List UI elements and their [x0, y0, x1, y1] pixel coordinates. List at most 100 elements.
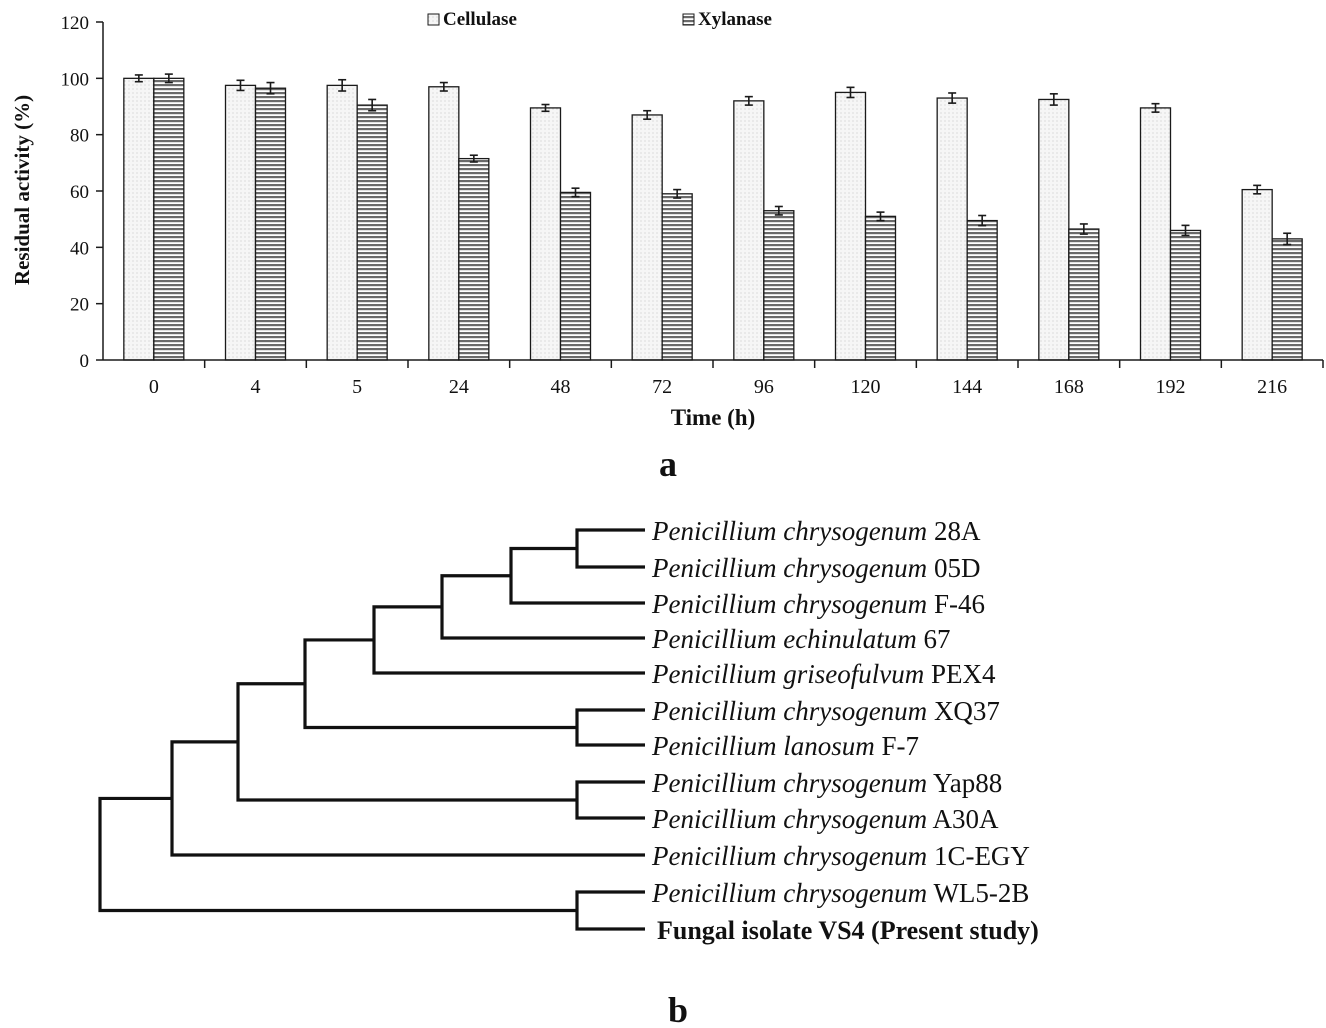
tree-branch: [303, 638, 577, 730]
x-tick-label: 120: [851, 376, 881, 398]
legend: Cellulase Xylanase: [427, 9, 772, 30]
bar-cellulase-72: [631, 114, 663, 361]
taxon-label: Penicillium chrysogenum A30A: [651, 804, 999, 834]
taxon-label: Fungal isolate VS4 (Present study): [657, 916, 1039, 945]
tree-branch: [575, 528, 645, 569]
x-tick-label: 96: [754, 376, 774, 398]
panel-label-b: b: [668, 990, 688, 1028]
legend-swatch-cellulase: [427, 13, 440, 26]
x-tick-label: 144: [952, 376, 982, 398]
phylogenetic-tree: Penicillium chrysogenum 28A Penicillium c…: [98, 516, 1039, 1028]
bar-xylanase-120: [864, 215, 897, 361]
error-bar-xylanase-4: [266, 81, 275, 95]
taxon-label: Penicillium echinulatum 67: [651, 624, 950, 654]
bar-xylanase-4: [254, 87, 287, 361]
bar-cellulase-5: [326, 84, 358, 361]
bar-xylanase-144: [966, 219, 998, 361]
error-bar-cellulase-4: [236, 79, 245, 92]
bar-cellulase-24: [428, 86, 460, 361]
tree-branch: [236, 682, 577, 802]
x-axis-ticks: 0 4 5 24 48 72 96 120 144 168 192 216: [149, 360, 1324, 398]
y-tick-label: 0: [80, 351, 90, 372]
y-tick-label: 40: [70, 238, 89, 259]
bar-xylanase-192: [1169, 229, 1202, 361]
error-bar-cellulase-5: [338, 78, 347, 92]
bar-xylanase-168: [1068, 228, 1100, 361]
y-tick-label: 60: [70, 182, 89, 203]
tree-branch: [575, 780, 645, 820]
legend-swatch-xylanase: [682, 13, 695, 26]
x-tick-label: 72: [652, 376, 672, 398]
error-bar-cellulase-48: [541, 103, 550, 113]
bar-cellulase-120: [834, 91, 867, 361]
error-bar-cellulase-168: [1049, 93, 1058, 106]
taxon-label: Penicillium chrysogenum F-46: [651, 589, 985, 619]
bar-cellulase-4: [224, 84, 257, 361]
error-bar-xylanase-192: [1181, 224, 1190, 237]
bar-xylanase-216: [1271, 238, 1303, 361]
x-tick-label: 24: [449, 376, 469, 398]
tree-branch: [372, 605, 645, 675]
bar-cellulase-0: [123, 77, 155, 361]
tree-branch: [575, 708, 645, 747]
taxon-label: Penicillium chrysogenum 1C-EGY: [651, 841, 1030, 871]
error-bar-xylanase-120: [876, 211, 885, 222]
y-tick-label: 100: [61, 69, 90, 90]
y-tick-label: 120: [61, 13, 90, 34]
error-bar-xylanase-168: [1079, 223, 1088, 235]
x-tick-label: 48: [551, 376, 571, 398]
error-bars: [134, 73, 1292, 246]
tree-branch: [575, 890, 645, 931]
bar-series: [123, 77, 1303, 361]
taxon-label: Penicillium griseofulvum PEX4: [651, 659, 996, 689]
y-tick-label: 20: [70, 295, 89, 316]
bar-cellulase-48: [529, 107, 562, 361]
legend-label-cellulase: Cellulase: [443, 9, 517, 30]
bar-cellulase-96: [733, 100, 765, 361]
error-bar-cellulase-96: [744, 95, 753, 106]
error-bar-cellulase-216: [1253, 184, 1262, 195]
bar-xylanase-0: [153, 77, 185, 361]
x-tick-label: 4: [251, 376, 261, 398]
x-tick-label: 0: [149, 376, 159, 398]
tree-branch: [440, 574, 645, 640]
taxon-label: Penicillium chrysogenum XQ37: [651, 696, 1000, 726]
bar-cellulase-192: [1139, 107, 1172, 361]
taxon-label: Penicillium chrysogenum Yap88: [651, 768, 1002, 798]
bar-xylanase-5: [356, 104, 388, 361]
x-axis-title: Time (h): [671, 405, 756, 430]
bar-xylanase-48: [559, 191, 592, 361]
y-axis-ticks: 0 20 40 60 80 100 120: [61, 13, 103, 372]
residual-activity-chart: 0 20 40 60 80 100 120 0 4 5 24 48 72 96 120 144 168 192 2…: [10, 9, 1324, 484]
bar-xylanase-96: [763, 210, 795, 361]
x-tick-label: 192: [1156, 376, 1186, 398]
error-bar-cellulase-72: [643, 109, 652, 120]
error-bar-cellulase-144: [948, 92, 957, 104]
error-bar-cellulase-192: [1151, 102, 1160, 113]
error-bar-cellulase-24: [439, 81, 448, 92]
x-tick-label: 5: [352, 376, 362, 398]
error-bar-xylanase-0: [164, 73, 173, 84]
x-tick-label: 168: [1054, 376, 1084, 398]
taxon-label: Penicillium lanosum F-7: [651, 731, 919, 761]
taxon-label: Penicillium chrysogenum WL5-2B: [651, 878, 1029, 908]
legend-label-xylanase: Xylanase: [698, 9, 772, 30]
bar-cellulase-168: [1038, 98, 1070, 361]
error-bar-cellulase-0: [134, 74, 143, 83]
error-bar-xylanase-48: [571, 187, 580, 198]
error-bar-xylanase-144: [978, 214, 987, 227]
bar-xylanase-24: [458, 157, 490, 361]
bar-cellulase-216: [1241, 188, 1273, 361]
panel-label-a: a: [659, 444, 677, 484]
y-axis-title: Residual activity (%): [10, 95, 34, 285]
error-bar-xylanase-96: [774, 205, 783, 216]
error-bar-xylanase-24: [469, 154, 478, 163]
error-bar-xylanase-216: [1283, 232, 1292, 246]
bar-xylanase-72: [661, 193, 693, 361]
x-tick-label: 216: [1257, 376, 1287, 398]
tree-branches: [98, 528, 645, 931]
tree-branch: [98, 796, 577, 913]
error-bar-xylanase-72: [673, 188, 682, 199]
error-bar-cellulase-120: [846, 86, 855, 99]
